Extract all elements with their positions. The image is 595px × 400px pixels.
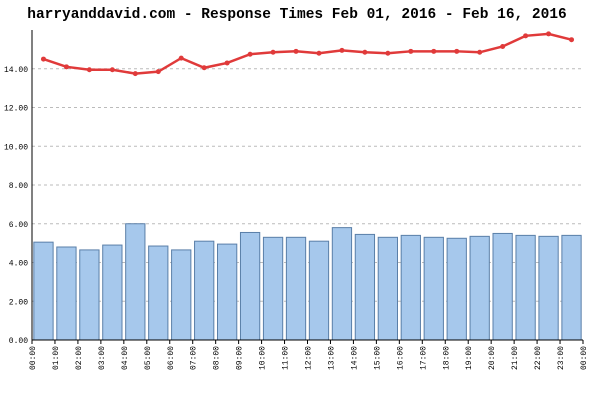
x-tick-label: 16:00 [396, 346, 405, 370]
y-tick-label: 10.00 [4, 143, 28, 152]
y-tick-label: 14.00 [4, 66, 28, 75]
line-marker [408, 48, 414, 54]
x-tick-label: 06:00 [167, 346, 176, 370]
bar [33, 241, 54, 341]
x-tick-label: 00:00 [29, 346, 38, 370]
bar [446, 237, 467, 341]
chart-title: harryanddavid.com - Response Times Feb 0… [27, 7, 567, 23]
line-marker [454, 48, 460, 54]
bar [217, 243, 238, 341]
bar [239, 231, 261, 341]
x-tick-label: 00:00 [580, 346, 589, 370]
line-marker [224, 60, 230, 66]
bar [377, 236, 398, 341]
x-tick-label: 13:00 [327, 346, 336, 370]
x-tick-label: 05:00 [144, 346, 153, 370]
x-tick-label: 09:00 [236, 346, 245, 370]
x-tick-label: 10:00 [259, 346, 268, 370]
line-marker [40, 56, 46, 62]
line-marker [362, 49, 368, 55]
x-tick-label: 08:00 [213, 346, 222, 370]
x-tick-label: 19:00 [465, 346, 474, 370]
line-marker [132, 71, 138, 77]
x-tick-label: 22:00 [534, 346, 543, 370]
line-marker [178, 55, 184, 61]
x-tick-label: 18:00 [442, 346, 451, 370]
y-tick-label: 6.00 [9, 221, 28, 230]
y-tick-label: 0.00 [9, 337, 28, 346]
line-marker [270, 49, 276, 55]
line-marker [155, 69, 161, 75]
line-marker [201, 65, 207, 71]
bar [354, 233, 376, 341]
line-marker [385, 50, 391, 56]
x-tick-label: 02:00 [75, 346, 84, 370]
bar [148, 245, 169, 341]
line-marker [431, 48, 437, 54]
x-tick-label: 03:00 [98, 346, 107, 370]
bar [102, 244, 123, 341]
bar [538, 235, 559, 341]
line-marker [477, 49, 483, 55]
x-tick-label: 14:00 [350, 346, 359, 370]
bar [400, 234, 421, 341]
bar [79, 249, 100, 341]
line-marker [293, 48, 299, 54]
bar [469, 235, 490, 341]
bar [492, 232, 513, 341]
x-tick-label: 04:00 [121, 346, 130, 370]
line-marker [86, 67, 92, 73]
x-tick-label: 12:00 [305, 346, 314, 370]
x-tick-label: 20:00 [488, 346, 497, 370]
y-tick-label: 12.00 [4, 105, 28, 114]
x-tick-label: 17:00 [419, 346, 428, 370]
y-tick-label: 4.00 [9, 260, 28, 269]
line-marker [523, 33, 529, 39]
bar [285, 236, 307, 341]
y-tick-label: 8.00 [9, 182, 28, 191]
bar [561, 234, 582, 341]
line-marker [247, 51, 253, 57]
x-tick-label: 07:00 [190, 346, 199, 370]
bar [423, 236, 444, 341]
x-tick-label: 21:00 [511, 346, 520, 370]
x-tick-label: 11:00 [282, 346, 291, 370]
x-tick-label: 15:00 [373, 346, 382, 370]
x-tick-label: 01:00 [52, 346, 61, 370]
line-marker [339, 47, 345, 53]
line-marker [569, 37, 575, 43]
bar [171, 249, 192, 341]
bar [125, 223, 146, 341]
line [43, 32, 572, 75]
bar [331, 227, 353, 341]
line-marker [63, 64, 69, 70]
line-marker [546, 31, 552, 37]
bar [308, 240, 330, 341]
line-marker [500, 43, 506, 49]
x-tick-label: 23:00 [557, 346, 566, 370]
bar [56, 246, 77, 341]
line-marker [109, 67, 115, 73]
bar [262, 236, 284, 341]
bar [194, 240, 215, 341]
bar [515, 234, 536, 341]
line-marker [316, 50, 322, 56]
y-tick-label: 2.00 [9, 298, 28, 307]
